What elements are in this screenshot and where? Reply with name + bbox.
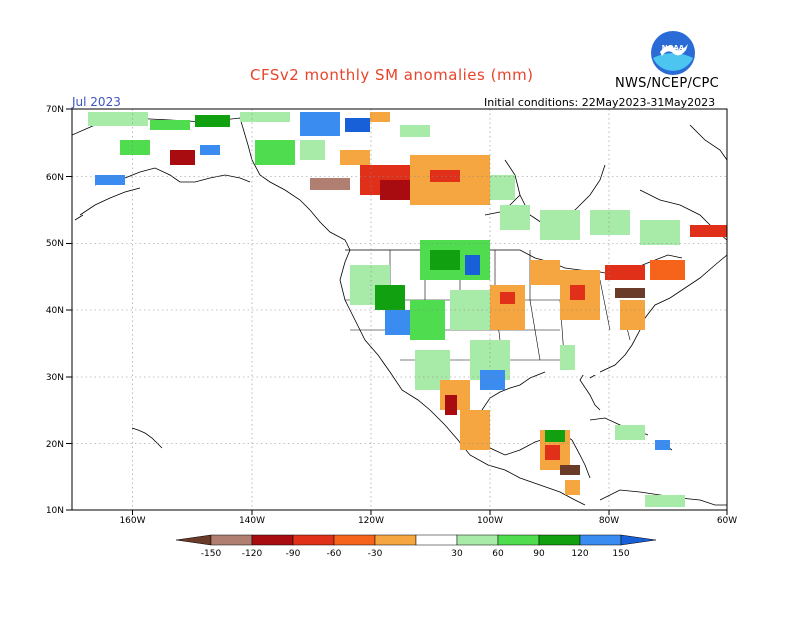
lon-label-120w: 120W xyxy=(358,516,384,526)
legend-label: 150 xyxy=(612,549,629,559)
lon-label-140w: 140W xyxy=(239,516,265,526)
legend-label: -30 xyxy=(368,549,383,559)
lat-label-30n: 30N xyxy=(46,373,64,383)
map-title: CFSv2 monthly SM anomalies (mm) xyxy=(250,66,534,84)
legend-label: 60 xyxy=(492,549,504,559)
lon-label-80w: 80W xyxy=(599,516,619,526)
lon-label-60w: 60W xyxy=(717,516,737,526)
legend-swatch xyxy=(538,534,581,546)
legend-swatch xyxy=(456,534,499,546)
anomaly-cells xyxy=(88,112,727,507)
legend-label: -150 xyxy=(201,549,222,559)
lon-label-100w: 100W xyxy=(477,516,503,526)
agency-label: NWS/NCEP/CPC xyxy=(615,76,720,91)
legend-arrow-high xyxy=(620,534,657,546)
legend-swatch xyxy=(497,534,540,546)
svg-text:NOAA: NOAA xyxy=(662,44,685,52)
lat-label-20n: 20N xyxy=(46,440,64,450)
lat-label-50n: 50N xyxy=(46,239,64,249)
noaa-logo: NOAA xyxy=(651,31,695,75)
legend-swatch xyxy=(415,534,458,546)
legend-swatch xyxy=(292,534,335,546)
graticule xyxy=(72,109,727,510)
legend-label: -120 xyxy=(242,549,263,559)
legend-label: 120 xyxy=(571,549,588,559)
lat-label-60n: 60N xyxy=(46,173,64,183)
lat-label-70n: 70N xyxy=(46,105,64,115)
legend-swatch xyxy=(251,534,294,546)
legend-swatch xyxy=(333,534,376,546)
legend-swatch xyxy=(210,534,253,546)
lat-label-40n: 40N xyxy=(46,306,64,316)
legend-arrow-low xyxy=(175,534,212,546)
lon-label-160w: 160W xyxy=(119,516,145,526)
legend-label: -90 xyxy=(286,549,301,559)
valid-month: Jul 2023 xyxy=(72,95,121,109)
lat-label-10n: 10N xyxy=(46,506,64,516)
legend-label: 90 xyxy=(533,549,545,559)
initial-conditions: Initial conditions: 22May2023-31May2023 xyxy=(484,96,716,109)
legend-label: -60 xyxy=(327,549,342,559)
legend-label: 30 xyxy=(451,549,463,559)
legend-swatch xyxy=(579,534,622,546)
legend-swatch xyxy=(374,534,417,546)
